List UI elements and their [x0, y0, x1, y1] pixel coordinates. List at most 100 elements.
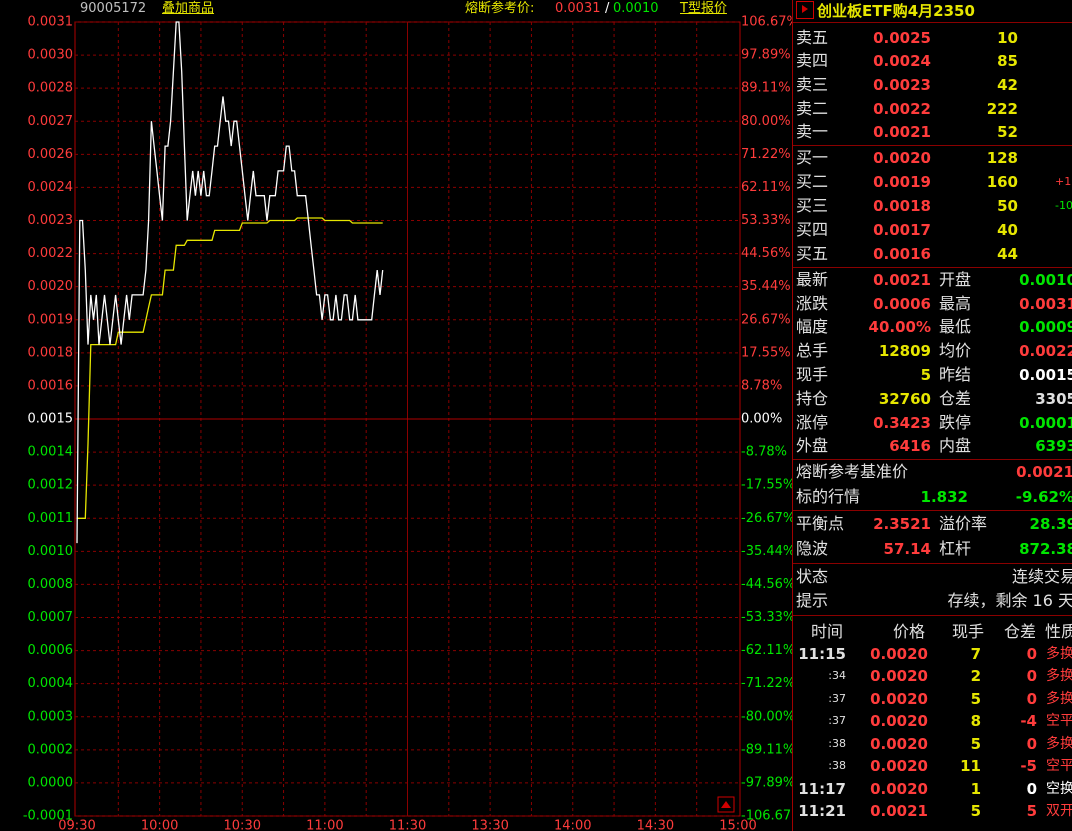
panel-text: 买四	[796, 220, 829, 239]
breaker-upper: 0.0031	[555, 1, 601, 16]
pct-tick-label: 53.33%	[741, 213, 791, 228]
panel-text: 提示	[796, 591, 829, 610]
panel-text: 0	[1026, 645, 1037, 663]
x-tick-label: 10:30	[224, 819, 261, 831]
x-tick-label: 10:00	[141, 819, 178, 831]
panel-text: 0.0018	[873, 197, 931, 215]
menu-button[interactable]	[796, 1, 814, 19]
panel-text: 0.0020	[870, 780, 928, 798]
y-tick-label: 0.0016	[28, 378, 74, 393]
pct-tick-label: 71.22%	[741, 147, 791, 162]
panel-text: 连续交易	[1011, 567, 1072, 586]
panel-text: 0	[1026, 690, 1037, 708]
panel-text: 12809	[878, 342, 931, 360]
panel-text: :38	[828, 737, 846, 750]
panel-text: 0.0022	[873, 100, 931, 118]
panel-text: 现手	[951, 622, 984, 641]
y-tick-label: 0.0010	[28, 544, 74, 559]
panel-text: 5	[970, 802, 981, 820]
panel-text: :38	[828, 759, 846, 772]
panel-text: 0.0021	[873, 271, 931, 289]
panel-text: 仓差	[939, 389, 972, 408]
overlay-button[interactable]: 叠加商品	[162, 1, 215, 16]
panel-text: -4	[1020, 712, 1037, 730]
panel-text: 0.0017	[873, 221, 931, 239]
pct-tick-label: 26.67%	[741, 312, 791, 327]
panel-text: 40.00%	[868, 318, 931, 336]
y-tick-label: 0.0014	[28, 445, 74, 460]
y-tick-label: 0.0026	[28, 147, 74, 162]
panel-text: 6416	[889, 437, 931, 455]
t-quote-button[interactable]: T型报价	[680, 1, 727, 16]
panel-text: 多换	[1046, 668, 1072, 684]
panel-text: 11	[960, 757, 981, 775]
pct-tick-label: -35.44%	[741, 544, 792, 559]
panel-text: 买二	[796, 172, 829, 191]
panel-text: 2	[970, 667, 981, 685]
average-line	[77, 217, 383, 519]
y-tick-label: 0.0019	[28, 312, 74, 327]
x-tick-label: 11:00	[306, 819, 343, 831]
panel-text: 昨结	[939, 365, 972, 384]
panel-text: 0.3423	[873, 414, 931, 432]
panel-text: 1.832	[920, 488, 968, 506]
y-tick-label: 0.0008	[28, 577, 74, 592]
y-tick-label: 0.0007	[28, 610, 74, 625]
separator: /	[605, 1, 610, 16]
x-tick-label: 15:00	[719, 819, 756, 831]
breaker-label: 熔断参考价:	[465, 1, 535, 16]
breaker-lower: 0.0010	[613, 1, 659, 16]
panel-text: 现手	[796, 365, 829, 384]
pct-tick-label: -53.33%	[741, 610, 792, 625]
panel-text: 44	[997, 245, 1018, 263]
panel-text: 0.0031	[1019, 295, 1072, 313]
panel-text: 涨停	[796, 413, 829, 432]
panel-text: 0.0010	[1019, 271, 1072, 289]
panel-text: 卖五	[796, 28, 829, 47]
panel-text: 买五	[796, 244, 829, 263]
pct-tick-label: -26.67%	[741, 511, 792, 526]
panel-text: 0.0020	[870, 690, 928, 708]
panel-text: 0.0020	[870, 757, 928, 775]
panel-text: 11:21	[798, 802, 846, 820]
pct-tick-label: 89.11%	[741, 81, 791, 96]
panel-text: 最低	[939, 317, 972, 336]
pct-tick-label: -62.11%	[741, 643, 792, 658]
y-tick-label: 0.0004	[28, 676, 74, 691]
pct-tick-label: -44.56%	[741, 577, 792, 592]
panel-text: 0.0015	[1019, 366, 1072, 384]
x-tick-label: 14:30	[637, 819, 674, 831]
panel-text: 0	[1026, 735, 1037, 753]
pct-tick-label: 106.67%	[741, 15, 792, 30]
panel-text: 0.0009	[1019, 318, 1072, 336]
panel-text: 52	[997, 123, 1018, 141]
panel-text: 5	[1026, 802, 1037, 820]
pct-tick-label: 44.56%	[741, 246, 791, 261]
panel-text: 128	[986, 149, 1018, 167]
panel-text: 50	[997, 197, 1018, 215]
panel-text: 性质	[1044, 622, 1072, 641]
panel-text: 空平	[1046, 758, 1072, 774]
panel-text: 卖一	[796, 122, 829, 141]
pct-tick-label: -80.00%	[741, 709, 792, 724]
panel-text: 卖四	[796, 51, 829, 70]
panel-text: 多换	[1046, 691, 1072, 707]
panel-text: 卖三	[796, 75, 829, 94]
y-tick-label: 0.0022	[28, 246, 74, 261]
panel-text: -10	[1055, 199, 1072, 212]
panel-text: 杠杆	[939, 539, 972, 558]
panel-text: 0.0021	[1016, 463, 1072, 481]
panel-text: 0.0020	[870, 667, 928, 685]
panel-text: 均价	[939, 341, 972, 360]
x-tick-label: 09:30	[58, 819, 95, 831]
panel-text: 85	[997, 52, 1018, 70]
panel-text: 0	[1026, 780, 1037, 798]
panel-text: 3305	[1035, 390, 1072, 408]
y-tick-label: 0.0018	[28, 345, 74, 360]
panel-text: 7	[970, 645, 981, 663]
price-line	[76, 21, 384, 544]
panel-text: 标的行情	[796, 487, 861, 506]
expand-button[interactable]	[717, 796, 735, 813]
panel-text: 熔断参考基准价	[796, 462, 909, 481]
pct-tick-label: -89.11%	[741, 742, 792, 757]
